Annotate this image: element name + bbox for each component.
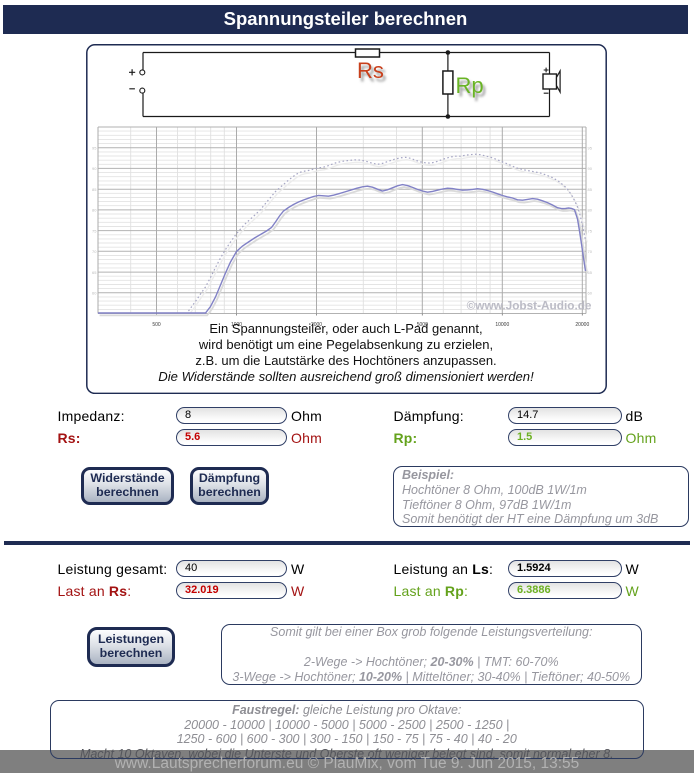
- svg-text:75: 75: [587, 228, 592, 233]
- svg-text:10000: 10000: [495, 322, 509, 328]
- svg-text:90: 90: [587, 166, 592, 171]
- svg-text:95: 95: [92, 146, 97, 151]
- svg-text:80: 80: [92, 208, 97, 213]
- svg-text:2000: 2000: [310, 322, 321, 328]
- svg-text:60: 60: [92, 291, 97, 296]
- svg-text:85: 85: [92, 187, 97, 192]
- svg-text:©www.Jobst-Audio.de: ©www.Jobst-Audio.de: [466, 299, 591, 313]
- svg-text:95: 95: [587, 146, 592, 151]
- svg-text:80: 80: [587, 208, 592, 213]
- svg-text:20000: 20000: [575, 322, 589, 328]
- svg-text:90: 90: [92, 166, 97, 171]
- svg-text:75: 75: [92, 228, 97, 233]
- svg-text:65: 65: [92, 270, 97, 275]
- svg-text:85: 85: [587, 187, 592, 192]
- svg-text:500: 500: [152, 322, 161, 328]
- svg-text:70: 70: [587, 249, 592, 254]
- svg-text:70: 70: [92, 249, 97, 254]
- svg-text:65: 65: [587, 270, 592, 275]
- svg-text:60: 60: [587, 291, 592, 296]
- svg-text:5000: 5000: [416, 322, 427, 328]
- svg-text:1000: 1000: [230, 322, 241, 328]
